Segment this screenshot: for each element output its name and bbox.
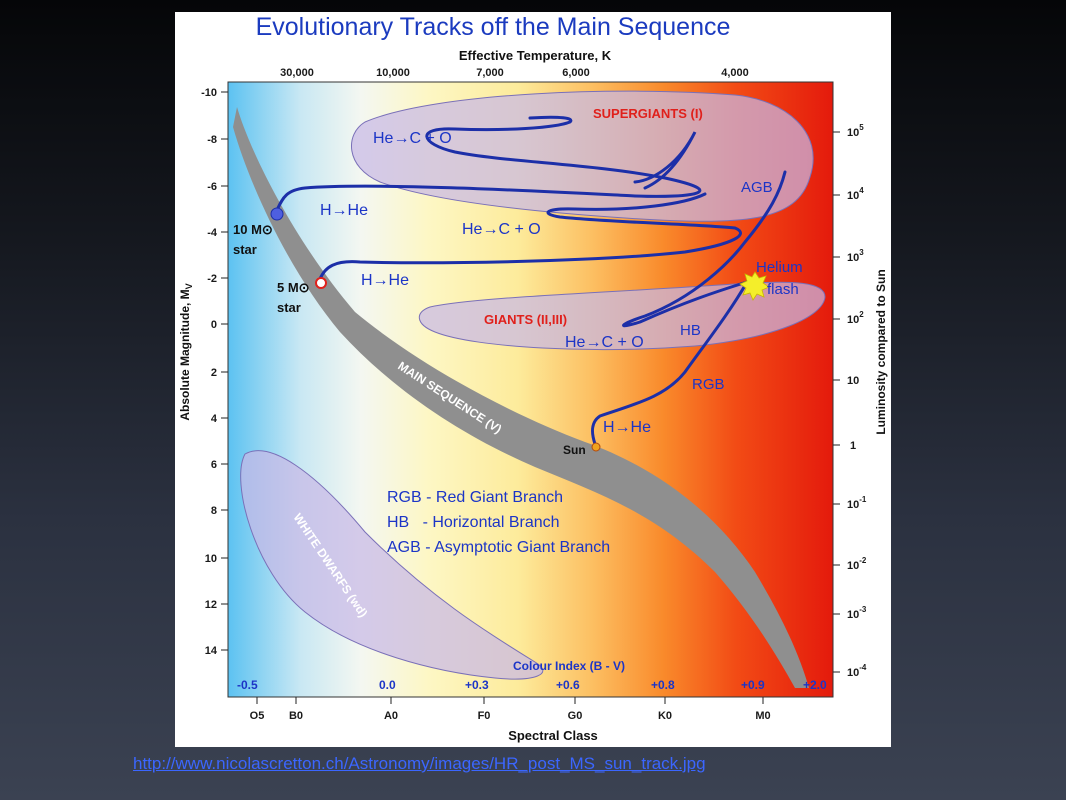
right-tick: 103 xyxy=(847,248,864,264)
rgb-label: RGB xyxy=(692,376,725,393)
colour-index-value: -0.5 xyxy=(237,678,258,692)
left-tick: 10 xyxy=(205,553,217,565)
left-tick: 0 xyxy=(211,319,217,331)
h-he-sun-label: H→He xyxy=(603,419,651,436)
top-axis-ticks: 30,000 10,000 7,000 6,000 4,000 xyxy=(280,67,749,79)
right-tick: 1 xyxy=(850,440,856,452)
right-tick: 105 xyxy=(847,123,864,139)
left-tick: -4 xyxy=(207,227,218,239)
bottom-tick: O5 xyxy=(250,710,265,722)
colour-index-value: +0.6 xyxy=(556,678,580,692)
legend-item: HB - Horizontal Branch xyxy=(387,514,560,531)
colour-index-value: 0.0 xyxy=(379,678,396,692)
top-tick: 4,000 xyxy=(721,67,749,79)
right-tick: 10 xyxy=(847,375,859,387)
right-tick: 104 xyxy=(847,186,864,202)
hr-diagram: Evolutionary Tracks off the Main Sequenc… xyxy=(178,13,888,743)
star-5-word: star xyxy=(277,300,301,315)
he-co-giant-label: He→C + O xyxy=(565,334,644,351)
left-tick: 2 xyxy=(211,367,217,379)
star-10-solar-mass xyxy=(270,207,284,221)
right-tick: 102 xyxy=(847,310,864,326)
agb-label: AGB xyxy=(741,179,773,196)
left-tick: 8 xyxy=(211,505,217,517)
track-sun xyxy=(590,280,749,446)
right-tick: 10-1 xyxy=(847,495,867,511)
colour-index-value: +2.0 xyxy=(803,678,827,692)
helium-flash-burst xyxy=(739,271,770,301)
star-10-word: star xyxy=(233,242,257,257)
legend-item: AGB - Asymptotic Giant Branch xyxy=(387,539,610,556)
top-tick: 10,000 xyxy=(376,67,410,79)
star-10-label: 10 M⊙ xyxy=(233,222,273,237)
left-tick: -8 xyxy=(207,134,217,146)
diagram-panel: Evolutionary Tracks off the Main Sequenc… xyxy=(175,12,891,747)
h-he-5-label: H→He xyxy=(361,272,409,289)
bottom-tick: B0 xyxy=(289,710,303,722)
helium-label: Helium xyxy=(756,259,803,276)
bottom-tick: A0 xyxy=(384,710,398,722)
right-tick: 10-2 xyxy=(847,556,867,572)
left-axis-label: Absolute Magnitude, MV xyxy=(178,283,194,420)
bottom-tick: K0 xyxy=(658,710,672,722)
bottom-tick: G0 xyxy=(568,710,583,722)
legend-item: RGB - Red Giant Branch xyxy=(387,489,563,506)
right-axis-label: Luminosity compared to Sun xyxy=(874,269,888,434)
sun-label: Sun xyxy=(563,443,586,457)
left-tick: 12 xyxy=(205,599,217,611)
colour-index-value: +0.9 xyxy=(741,678,765,692)
bottom-tick: M0 xyxy=(755,710,770,722)
source-url-link[interactable]: http://www.nicolascretton.ch/Astronomy/i… xyxy=(133,754,706,773)
he-co-mid-label: He→C + O xyxy=(462,221,541,238)
bottom-tick: F0 xyxy=(478,710,491,722)
top-tick: 30,000 xyxy=(280,67,314,79)
top-tick: 7,000 xyxy=(476,67,504,79)
track-10-loop-2 xyxy=(633,131,697,190)
giants-region xyxy=(418,281,826,351)
right-tick: 10-3 xyxy=(847,605,867,621)
track-hb xyxy=(622,170,787,328)
left-tick: -10 xyxy=(201,87,217,99)
left-tick: -6 xyxy=(207,181,217,193)
supergiants-label: SUPERGIANTS (I) xyxy=(593,106,703,121)
star-5-solar-mass xyxy=(315,277,327,289)
h-he-10-label: H→He xyxy=(320,202,368,219)
white-dwarfs-region xyxy=(240,450,544,680)
colour-index-value: +0.8 xyxy=(651,678,675,692)
diagram-title: Evolutionary Tracks off the Main Sequenc… xyxy=(256,13,731,41)
top-axis-label: Effective Temperature, K xyxy=(459,48,612,63)
right-tick: 10-4 xyxy=(847,663,867,679)
colour-index-value: +0.3 xyxy=(465,678,489,692)
colour-index-values: -0.5 0.0 +0.3 +0.6 +0.8 +0.9 +2.0 xyxy=(237,678,827,692)
sun-marker xyxy=(591,442,601,452)
bottom-axis-label: Spectral Class xyxy=(508,728,598,743)
track-5-solar-mass xyxy=(318,192,742,281)
bottom-axis-ticks: O5 B0 A0 F0 G0 K0 M0 xyxy=(250,710,771,722)
left-tick: 14 xyxy=(205,645,218,657)
giants-label: GIANTS (II,III) xyxy=(484,312,567,327)
he-co-top-label: He→C + O xyxy=(373,130,452,147)
colour-index-label: Colour Index (B - V) xyxy=(513,659,625,673)
left-tick: 6 xyxy=(211,459,217,471)
flash-label: flash xyxy=(767,281,799,298)
right-axis-ticks: 105 104 103 102 10 1 10-1 10-2 10-3 10-4 xyxy=(847,123,867,679)
legend: RGB - Red Giant Branch HB - Horizontal B… xyxy=(387,489,610,556)
axis-tick-marks xyxy=(221,91,840,704)
star-5-label: 5 M⊙ xyxy=(277,280,310,295)
left-axis-ticks: -10 -8 -6 -4 -2 0 2 4 6 8 10 12 14 xyxy=(201,87,218,657)
left-tick: -2 xyxy=(207,273,217,285)
left-tick: 4 xyxy=(211,413,218,425)
top-tick: 6,000 xyxy=(562,67,590,79)
track-10-solar-mass xyxy=(275,115,702,212)
hb-label: HB xyxy=(680,322,701,339)
evolutionary-tracks xyxy=(275,115,787,446)
